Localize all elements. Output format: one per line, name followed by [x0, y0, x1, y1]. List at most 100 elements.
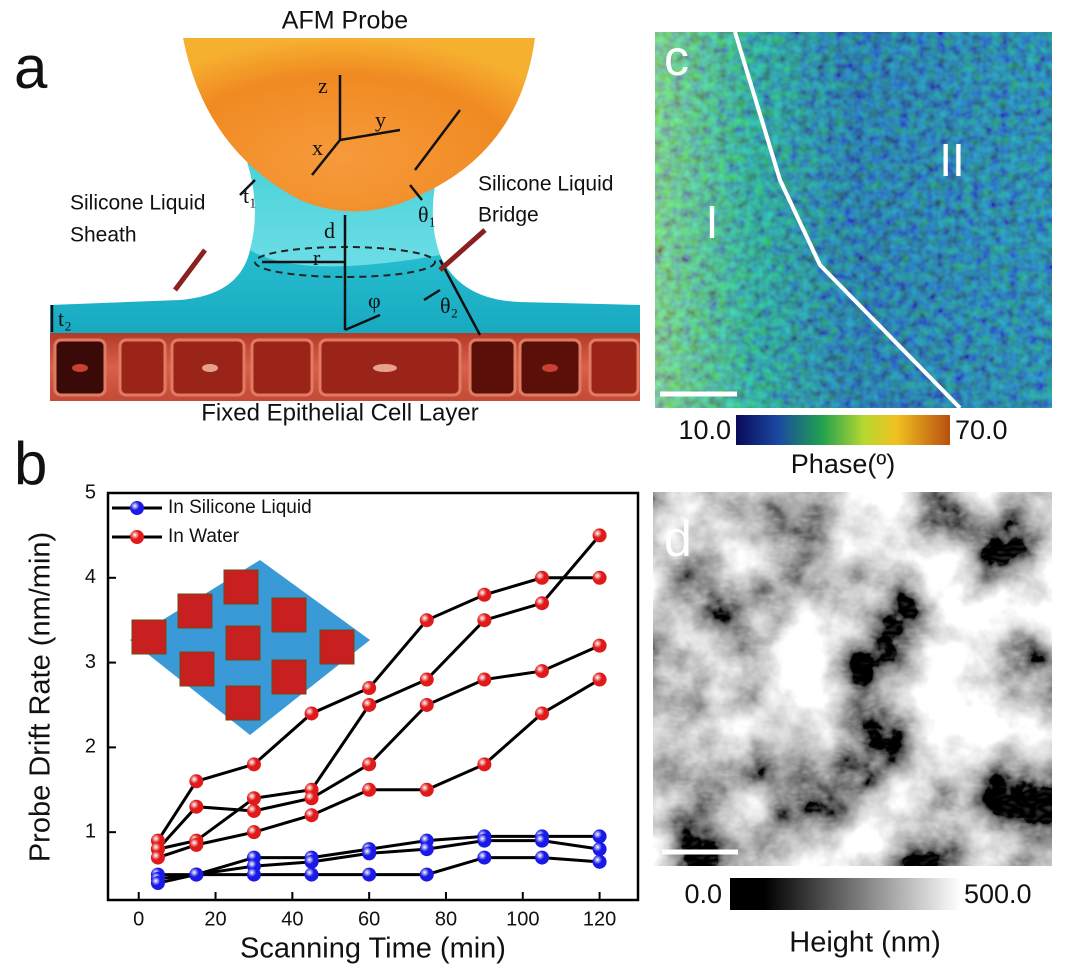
y-tick-label: 5: [85, 481, 96, 503]
bridge-label: Bridge: [478, 204, 539, 227]
data-point: [593, 639, 607, 653]
data-point: [420, 868, 434, 882]
figure: a AFM Probe Silicone Liquid Sheath Silic…: [0, 0, 1068, 970]
data-point: [305, 855, 319, 869]
symbol: t₁: [243, 183, 257, 208]
panel-a: a AFM Probe Silicone Liquid Sheath Silic…: [14, 7, 640, 427]
data-point: [247, 804, 261, 818]
inset-image: [130, 560, 370, 735]
y-tick-label: 2: [85, 736, 96, 758]
data-point: [535, 571, 549, 585]
region-label: II: [939, 134, 965, 186]
data-point: [477, 673, 491, 687]
data-point: [189, 800, 203, 814]
data-point: [420, 613, 434, 627]
data-point: [593, 673, 607, 687]
data-point: [535, 834, 549, 848]
data-point: [420, 698, 434, 712]
x-tick-label: 20: [204, 908, 226, 930]
legend-marker: [130, 530, 144, 544]
symbol: θ₁: [418, 202, 436, 227]
symbol: d: [324, 218, 335, 243]
scale-min: 10.0: [678, 415, 731, 445]
y-tick-label: 3: [85, 651, 96, 673]
scale-max: 500.0: [964, 879, 1032, 909]
scale-max: 70.0: [955, 415, 1008, 445]
panel-letter: a: [14, 34, 48, 101]
data-point: [593, 571, 607, 585]
data-point: [362, 868, 376, 882]
data-point: [535, 596, 549, 610]
probe-label: AFM Probe: [282, 7, 408, 35]
data-point: [477, 834, 491, 848]
colorbar: [730, 878, 960, 910]
region-label: I: [706, 196, 719, 248]
data-point: [535, 706, 549, 720]
data-point: [535, 851, 549, 865]
data-point: [305, 706, 319, 720]
data-point: [305, 808, 319, 822]
bridge-arrow: [440, 230, 485, 270]
height-texture: [653, 492, 1052, 866]
data-point: [151, 851, 165, 865]
symbol: x: [312, 135, 323, 160]
data-point: [305, 791, 319, 805]
data-point: [247, 791, 261, 805]
panel-c: c I II 10.0 70.0 Phase(º): [655, 30, 1052, 479]
scale-title: Phase(º): [791, 449, 895, 479]
symbol: r: [313, 245, 321, 270]
symbol: θ₂: [440, 293, 458, 318]
panel-letter: c: [664, 30, 689, 86]
data-point: [477, 588, 491, 602]
y-tick-label: 4: [85, 566, 96, 588]
x-tick-label: 120: [583, 908, 616, 930]
x-tick-label: 40: [281, 908, 303, 930]
y-tick-label: 1: [85, 820, 96, 842]
panel-b: b Probe Drift Rate (nm/min) Scanning Tim…: [14, 430, 638, 965]
symbol: z: [318, 73, 328, 98]
data-point: [593, 528, 607, 542]
data-point: [247, 868, 261, 882]
colorbar: [736, 415, 950, 445]
sheath-arrow: [175, 250, 205, 290]
bridge-label: Silicone Liquid: [478, 173, 613, 196]
data-point: [420, 673, 434, 687]
data-point: [593, 829, 607, 843]
data-point: [362, 681, 376, 695]
panel-d: d 0.0 500.0 Height (nm): [653, 492, 1052, 959]
panel-letter: d: [664, 511, 692, 567]
data-point: [305, 868, 319, 882]
scale-title: Height (nm): [789, 927, 941, 959]
data-point: [247, 825, 261, 839]
data-point: [593, 842, 607, 856]
symbol: t₂: [58, 306, 72, 331]
scale-min: 0.0: [684, 879, 722, 909]
data-point: [535, 664, 549, 678]
x-tick-label: 0: [133, 908, 144, 930]
cell-label: Fixed Epithelial Cell Layer: [201, 399, 478, 426]
symbol: φ: [368, 288, 381, 313]
data-point: [189, 868, 203, 882]
data-point: [477, 851, 491, 865]
x-tick-label: 100: [506, 908, 539, 930]
data-point: [362, 698, 376, 712]
x-axis-title: Scanning Time (min): [240, 933, 506, 965]
panel-letter: b: [14, 430, 47, 497]
legend-label: In Water: [168, 526, 240, 547]
cells: [55, 340, 638, 395]
plot-frame: [108, 493, 638, 900]
legend-label: In Silicone Liquid: [168, 497, 312, 518]
x-tick-label: 80: [435, 908, 457, 930]
data-point: [189, 774, 203, 788]
data-point: [362, 757, 376, 771]
data-point: [247, 757, 261, 771]
data-point: [477, 757, 491, 771]
sheath-label: Silicone Liquid: [70, 192, 205, 215]
data-point: [362, 846, 376, 860]
data-point: [593, 855, 607, 869]
data-point: [151, 876, 165, 890]
symbol: y: [375, 107, 386, 132]
legend-marker: [130, 501, 144, 515]
x-tick-label: 60: [358, 908, 380, 930]
data-point: [362, 783, 376, 797]
